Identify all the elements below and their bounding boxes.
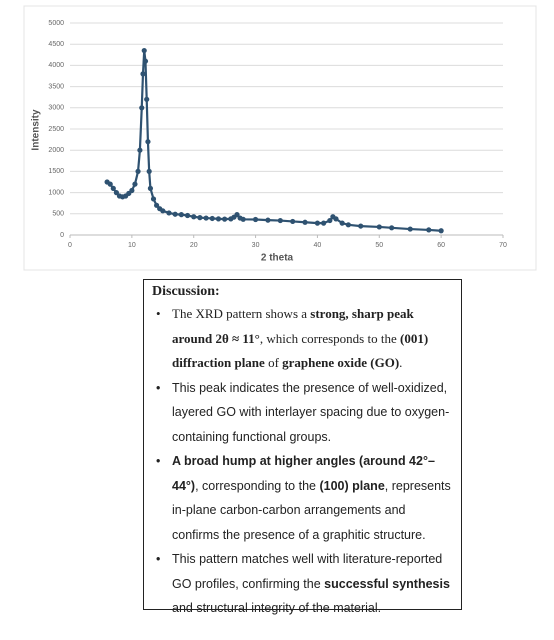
x-tick-label: 10 [128,242,136,249]
data-point [107,181,113,187]
y-tick-label: 500 [52,211,64,218]
text-run: The XRD pattern shows a [172,306,311,321]
data-point [144,96,150,102]
data-point [358,223,364,229]
data-point [160,208,166,214]
data-point [147,185,154,191]
data-point [145,139,151,145]
data-point [141,47,147,54]
text-run: strong, sharp peak around 2θ ≈ 11° [172,306,414,346]
data-point [234,212,240,218]
y-tick-label: 3000 [48,105,64,112]
x-axis-label: 2 theta [261,253,294,264]
x-tick-label: 70 [499,242,507,249]
data-point [277,217,283,224]
text-run: and structural integrity of the material… [172,601,382,615]
data-point [389,225,395,231]
text-run: A broad hump at higher angles (around 42… [172,454,435,493]
y-tick-label: 4500 [48,41,64,48]
data-point [321,220,327,226]
text-run: , which corresponds to the [259,330,400,346]
data-point [252,216,259,223]
text-run: (100) plane [319,478,385,493]
data-point [132,181,138,187]
data-point [333,216,339,222]
text-run: (001) diffraction plane [172,330,429,371]
chart-frame [23,5,537,271]
text-run: of [264,355,283,370]
data-point [222,216,228,222]
data-point [172,211,178,217]
data-point [203,215,209,221]
data-point [327,217,333,224]
x-tick-label: 0 [68,242,72,249]
data-point [140,71,146,77]
text-run: , corresponding to the [195,478,320,493]
data-point [113,190,119,196]
y-tick-label: 2000 [48,147,64,154]
text-run: This pattern matches well with literatur… [172,552,443,591]
data-point [376,224,382,230]
bullet-list: The XRD pattern shows a strong, sharp pe… [152,302,453,621]
data-point [135,168,141,174]
y-tick-label: 5000 [48,20,64,27]
data-point [191,214,197,220]
x-tick-label: 30 [252,242,260,249]
data-point [154,202,160,208]
text-run: . [399,355,403,370]
data-point [139,105,145,111]
data-point [166,210,172,216]
data-point [314,220,321,226]
data-point [146,168,152,174]
bullet: The XRD pattern shows a strong, sharp pe… [156,302,453,376]
data-point [184,212,191,219]
y-tick-label: 3500 [48,83,64,90]
y-tick-label: 1500 [48,168,64,175]
data-point [129,187,135,194]
data-point [197,215,203,221]
bullet: A broad hump at higher angles (around 42… [156,449,453,547]
chart: Intensity 2 theta 0500100015002000250030… [23,5,537,271]
y-tick-label: 0 [60,232,64,239]
discussion-box: Discussion: The XRD pattern shows a stro… [143,279,462,615]
data-point [215,216,222,222]
data-point [302,219,308,225]
data-point [209,215,215,222]
data-point [137,147,143,153]
bullet: This pattern matches well with literatur… [156,547,453,621]
y-tick-label: 1000 [48,189,64,196]
data-point [265,217,271,223]
data-point [142,58,149,64]
x-tick-label: 50 [375,242,383,249]
data-point [407,226,413,232]
data-point [178,212,184,218]
y-tick-label: 2500 [48,126,64,133]
text-run: successful synthesis [324,576,450,591]
data-point [150,196,157,202]
data-point [110,185,116,191]
bullet: This peak indicates the presence of well… [156,376,453,450]
x-tick-label: 40 [314,242,322,249]
data-point [290,218,296,225]
x-tick-label: 60 [437,242,445,249]
discussion-title: Discussion: [152,284,220,299]
text-run: This peak indicates the presence of well… [172,380,450,444]
text-run: , represents in-plane carbon-carbon arra… [172,478,451,542]
y-tick-label: 4000 [48,62,64,69]
data-point [240,216,246,222]
data-point [426,227,432,233]
text-run: graphene oxide (GO) [282,355,400,370]
y-axis-label: Intensity [31,109,42,151]
data-point [345,222,351,228]
data-point [339,220,345,226]
x-tick-label: 20 [190,242,198,249]
data-point [438,228,444,234]
